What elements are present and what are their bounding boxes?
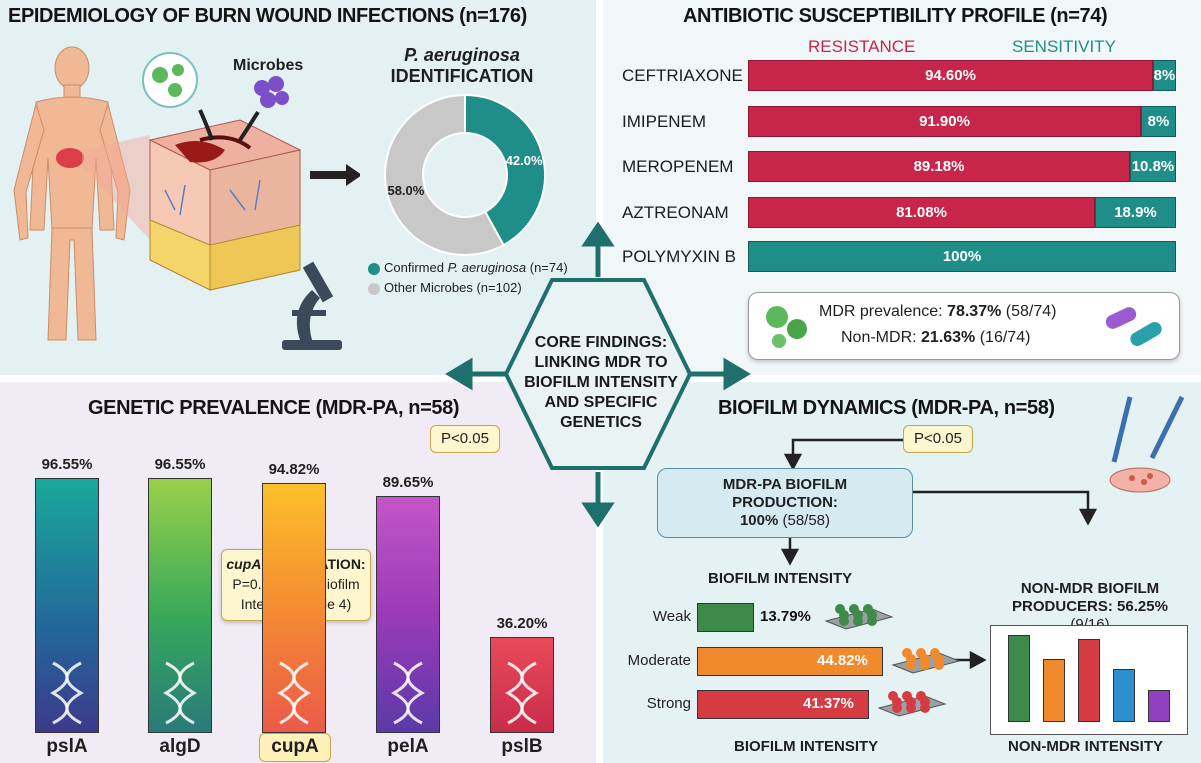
intensity-label-strong: Strong xyxy=(646,695,691,712)
dna-icon xyxy=(504,661,540,725)
gene-bar-cupA xyxy=(262,483,326,733)
non-mdr-axis-label: NON-MDR INTENSITY xyxy=(1008,738,1163,755)
biofilm-connectors xyxy=(780,438,1098,670)
intensity-percent-strong: 41.37% xyxy=(803,695,854,712)
core-findings-arrows xyxy=(445,222,751,528)
sensitivity-header: SENSITIVITY xyxy=(1012,37,1116,56)
sensitivity-bar: 100% xyxy=(748,241,1176,272)
intensity-bar-weak xyxy=(697,603,754,632)
legend-item-other: Other Microbes (n=102) xyxy=(368,278,568,298)
intensity-label-weak: Weak xyxy=(652,608,691,625)
sensitivity-bar: 18.9% xyxy=(1095,197,1176,228)
burn-wound-illustration xyxy=(13,46,360,350)
dna-icon xyxy=(162,661,198,725)
gene-name-cupA: cupA xyxy=(259,733,331,762)
pipette-petri-icon xyxy=(1109,395,1185,493)
gene-name-pelA: pelA xyxy=(387,736,429,757)
dna-icon xyxy=(390,661,426,725)
gene-name-pslA: pslA xyxy=(46,736,88,757)
non-mdr-bar xyxy=(1113,669,1135,722)
gene-percent-pelA: 89.65% xyxy=(382,474,434,491)
burn-spot-icon xyxy=(56,148,84,168)
gene-name-algD: algD xyxy=(159,736,201,757)
resistance-bar: 81.08% xyxy=(748,197,1095,228)
donut-label-other: 58.0% xyxy=(387,183,424,198)
dna-icon xyxy=(49,661,85,725)
drug-label-meropenem: MEROPENEM xyxy=(622,157,734,176)
gene-bar-pslA xyxy=(35,478,99,733)
resistance-header: RESISTANCE xyxy=(808,37,916,56)
intensity-bar-moderate xyxy=(697,647,883,676)
drug-label-ceftriaxone: CEFTRIAXONE xyxy=(622,66,743,85)
non-mdr-bar xyxy=(1078,639,1100,722)
legend-swatch-confirmed xyxy=(368,262,380,275)
intensity-bar-strong xyxy=(697,690,869,719)
drug-label-imipenem: IMIPENEM xyxy=(622,112,707,131)
core-findings-text: CORE FINDINGS: LINKING MDR TO BIOFILM INTE… xyxy=(524,334,678,431)
epidemiology-title: EPIDEMIOLOGY OF BURN WOUND INFECTIONS (n… xyxy=(8,5,527,27)
resistance-bar: 89.18% xyxy=(748,151,1130,182)
drug-label-aztreonam: AZTREONAM xyxy=(622,203,729,222)
donut-legend: Confirmed P. aeruginosa (n=74) Other Mic… xyxy=(368,258,568,298)
non-mdr-bar xyxy=(1148,690,1170,722)
resistance-bar: 91.90% xyxy=(748,106,1141,137)
intensity-axis-label: BIOFILM INTENSITY xyxy=(734,738,879,755)
green-bacteria-icon xyxy=(766,306,807,348)
core-hexagon-icon xyxy=(503,278,693,470)
intensity-heading: BIOFILM INTENSITY xyxy=(708,570,853,587)
gene-name-pslB: pslB xyxy=(501,736,543,757)
gene-percent-pslA: 96.55% xyxy=(41,456,93,473)
rod-bacteria-icon xyxy=(1105,307,1162,346)
donut-title: P. aeruginosa IDENTIFICATION xyxy=(372,45,552,87)
skin-cross-section-icon xyxy=(148,119,302,291)
intensity-percent-weak: 13.79% xyxy=(760,608,811,625)
dna-icon xyxy=(276,661,312,725)
genetics-title: GENETIC PREVALENCE (MDR-PA, n=58) xyxy=(88,397,460,419)
gene-percent-cupA: 94.82% xyxy=(268,461,320,478)
biofilm-p-value-badge: P<0.05 xyxy=(903,425,973,453)
drug-label-polymyxin-b: POLYMYXIN B xyxy=(622,247,736,266)
non-mdr-bar xyxy=(1008,635,1030,722)
microbes-label: Microbes xyxy=(233,57,304,74)
biofilm-tile-icon xyxy=(891,648,961,674)
biofilm-tile-icon xyxy=(877,691,947,717)
donut-slice-other xyxy=(384,93,505,256)
sensitivity-bar: 8% xyxy=(1141,106,1176,137)
biofilm-production-box: MDR-PA BIOFILM PRODUCTION: 100% (58/58) xyxy=(657,468,913,538)
mdr-prevalence: MDR prevalence: 78.37% (58/74) xyxy=(819,303,1057,320)
identification-donut-chart: 42.0% 58.0% xyxy=(384,93,546,256)
non-mdr-bar xyxy=(1043,659,1065,722)
sensitivity-bar: 8% xyxy=(1153,60,1176,91)
gene-bar-pslB xyxy=(490,637,554,733)
gene-bar-pelA xyxy=(376,496,440,733)
intensity-percent-moderate: 44.82% xyxy=(817,652,868,669)
resistance-bar: 94.60% xyxy=(748,60,1153,91)
non-mdr-prevalence: Non-MDR: 21.63% (16/74) xyxy=(841,329,1031,346)
legend-swatch-other xyxy=(368,282,380,295)
gene-percent-pslB: 36.20% xyxy=(496,615,548,632)
susceptibility-title: ANTIBIOTIC SUSCEPTIBILITY PROFILE (n=74) xyxy=(683,5,1108,27)
genetics-p-value-badge: P<0.05 xyxy=(430,425,500,453)
biofilm-title: BIOFILM DYNAMICS (MDR-PA, n=58) xyxy=(718,397,1055,419)
donut-title-species: P. aeruginosa xyxy=(404,45,520,65)
gene-bar-algD xyxy=(148,478,212,733)
microscope-icon xyxy=(282,261,342,350)
biofilm-tile-icon xyxy=(824,604,894,630)
intensity-label-moderate: Moderate xyxy=(627,652,691,669)
donut-slice-confirmed xyxy=(464,93,546,247)
donut-label-confirmed: 42.0% xyxy=(506,153,543,168)
sensitivity-bar: 10.8% xyxy=(1130,151,1176,182)
gene-percent-algD: 96.55% xyxy=(154,456,206,473)
legend-item-confirmed: Confirmed P. aeruginosa (n=74) xyxy=(368,258,568,278)
donut-title-rest: IDENTIFICATION xyxy=(390,66,534,86)
microbes-icon xyxy=(142,52,289,108)
mdr-summary-box: MDR prevalence: 78.37% (58/74) Non-MDR: … xyxy=(748,292,1180,360)
